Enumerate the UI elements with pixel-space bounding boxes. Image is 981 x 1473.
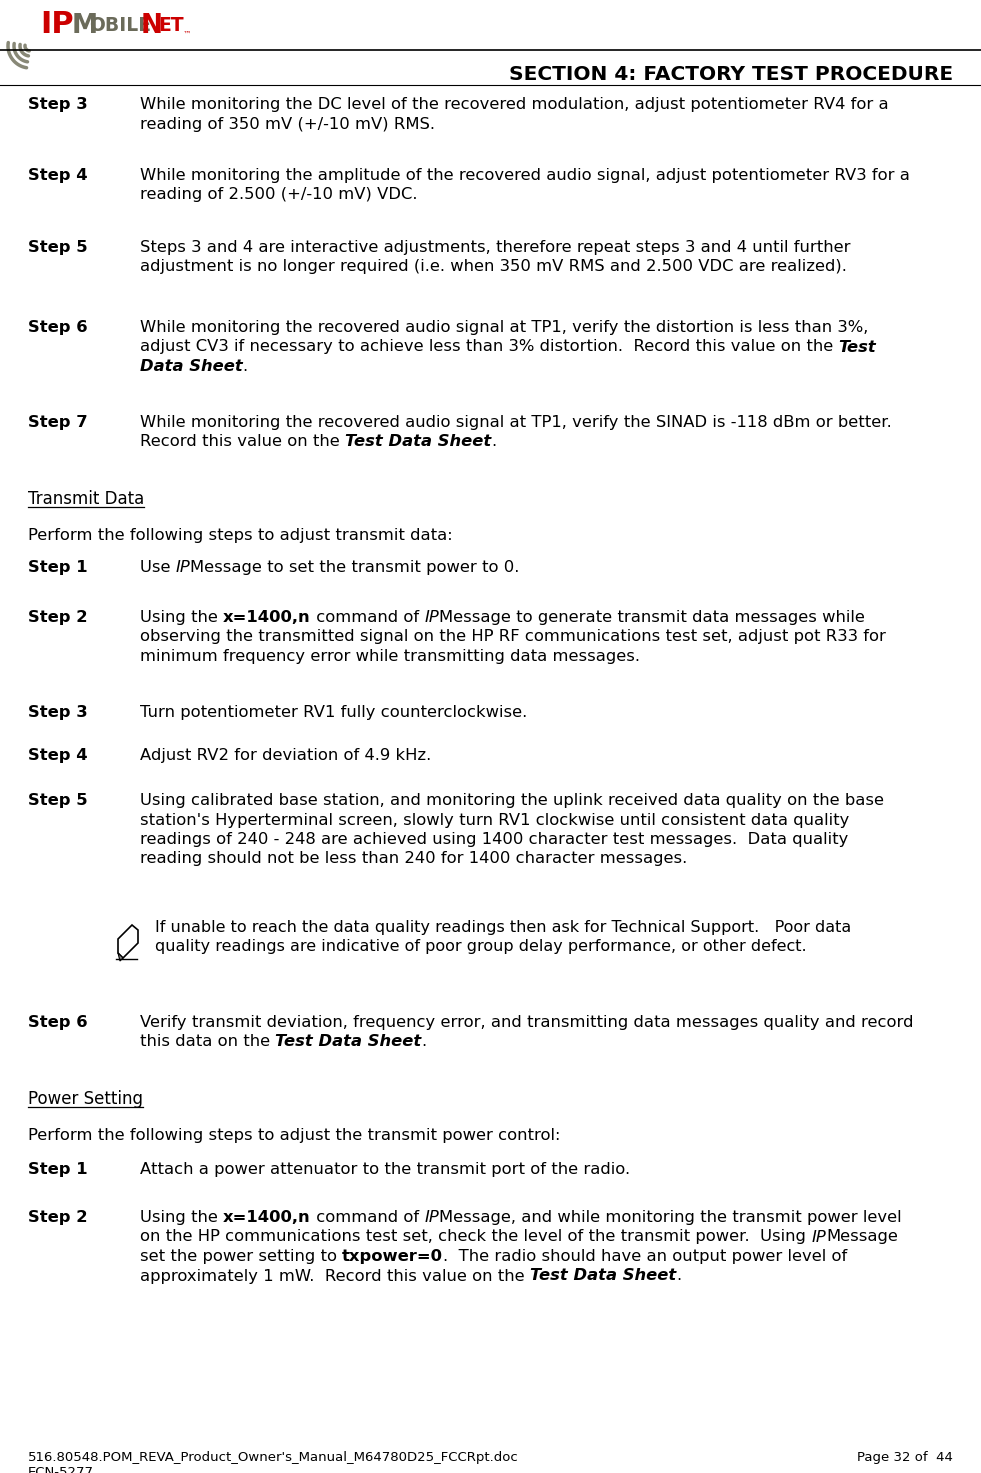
Text: Message: Message bbox=[826, 1230, 898, 1245]
Text: Step 4: Step 4 bbox=[28, 168, 87, 183]
Text: this data on the: this data on the bbox=[140, 1034, 276, 1049]
Text: Test Data Sheet: Test Data Sheet bbox=[530, 1268, 676, 1283]
Text: Step 2: Step 2 bbox=[28, 610, 87, 625]
Text: Step 5: Step 5 bbox=[28, 240, 87, 255]
Text: Use: Use bbox=[140, 560, 176, 574]
Text: Perform the following steps to adjust the transmit power control:: Perform the following steps to adjust th… bbox=[28, 1128, 560, 1143]
Text: reading should not be less than 240 for 1400 character messages.: reading should not be less than 240 for … bbox=[140, 851, 688, 866]
Text: Using the: Using the bbox=[140, 1209, 223, 1226]
Text: Attach a power attenuator to the transmit port of the radio.: Attach a power attenuator to the transmi… bbox=[140, 1162, 630, 1177]
Text: ET: ET bbox=[158, 16, 183, 35]
Text: IP: IP bbox=[40, 10, 74, 38]
Text: N: N bbox=[141, 13, 163, 38]
Text: Page 32 of  44: Page 32 of 44 bbox=[857, 1451, 953, 1464]
Text: .  The radio should have an output power level of: . The radio should have an output power … bbox=[443, 1249, 848, 1264]
Text: reading of 2.500 (+/-10 mV) VDC.: reading of 2.500 (+/-10 mV) VDC. bbox=[140, 187, 418, 202]
Text: command of: command of bbox=[311, 610, 424, 625]
Text: Step 6: Step 6 bbox=[28, 320, 87, 334]
Text: .: . bbox=[491, 435, 496, 449]
Text: IP: IP bbox=[811, 1230, 826, 1245]
Text: minimum frequency error while transmitting data messages.: minimum frequency error while transmitti… bbox=[140, 650, 640, 664]
Text: on the HP communications test set, check the level of the transmit power.  Using: on the HP communications test set, check… bbox=[140, 1230, 811, 1245]
Text: While monitoring the amplitude of the recovered audio signal, adjust potentiomet: While monitoring the amplitude of the re… bbox=[140, 168, 909, 183]
Text: x=1400,n: x=1400,n bbox=[223, 610, 311, 625]
Text: x=1400,n: x=1400,n bbox=[223, 1209, 311, 1226]
Text: txpower=0: txpower=0 bbox=[342, 1249, 443, 1264]
Text: Message to generate transmit data messages while: Message to generate transmit data messag… bbox=[439, 610, 864, 625]
Text: Data Sheet: Data Sheet bbox=[140, 359, 242, 374]
Text: Record this value on the: Record this value on the bbox=[140, 435, 345, 449]
Text: set the power setting to: set the power setting to bbox=[140, 1249, 342, 1264]
Text: Step 4: Step 4 bbox=[28, 748, 87, 763]
Text: station's Hyperterminal screen, slowly turn RV1 clockwise until consistent data : station's Hyperterminal screen, slowly t… bbox=[140, 813, 850, 828]
Text: .: . bbox=[242, 359, 248, 374]
Text: Test: Test bbox=[839, 339, 876, 355]
Text: IP: IP bbox=[424, 1209, 439, 1226]
Text: While monitoring the DC level of the recovered modulation, adjust potentiometer : While monitoring the DC level of the rec… bbox=[140, 97, 889, 112]
Text: command of: command of bbox=[311, 1209, 424, 1226]
Text: Using calibrated base station, and monitoring the uplink received data quality o: Using calibrated base station, and monit… bbox=[140, 792, 884, 809]
Text: OBILE: OBILE bbox=[89, 16, 151, 35]
Text: reading of 350 mV (+/-10 mV) RMS.: reading of 350 mV (+/-10 mV) RMS. bbox=[140, 116, 435, 131]
Text: Steps 3 and 4 are interactive adjustments, therefore repeat steps 3 and 4 until : Steps 3 and 4 are interactive adjustment… bbox=[140, 240, 851, 255]
Text: Message, and while monitoring the transmit power level: Message, and while monitoring the transm… bbox=[439, 1209, 902, 1226]
Text: SECTION 4: FACTORY TEST PROCEDURE: SECTION 4: FACTORY TEST PROCEDURE bbox=[509, 65, 953, 84]
Text: Using the: Using the bbox=[140, 610, 223, 625]
Text: readings of 240 - 248 are achieved using 1400 character test messages.  Data qua: readings of 240 - 248 are achieved using… bbox=[140, 832, 849, 847]
Text: Step 3: Step 3 bbox=[28, 97, 87, 112]
Text: Verify transmit deviation, frequency error, and transmitting data messages quali: Verify transmit deviation, frequency err… bbox=[140, 1015, 913, 1030]
Text: IP: IP bbox=[424, 610, 439, 625]
Text: Power Setting: Power Setting bbox=[28, 1090, 143, 1108]
Text: If unable to reach the data quality readings then ask for Technical Support.   P: If unable to reach the data quality read… bbox=[155, 921, 852, 935]
Text: M: M bbox=[72, 13, 98, 38]
Text: observing the transmitted signal on the HP RF communications test set, adjust po: observing the transmitted signal on the … bbox=[140, 629, 886, 645]
Text: ECN-5277: ECN-5277 bbox=[28, 1466, 94, 1473]
Text: IP: IP bbox=[176, 560, 190, 574]
Text: quality readings are indicative of poor group delay performance, or other defect: quality readings are indicative of poor … bbox=[155, 940, 806, 955]
Text: Transmit Data: Transmit Data bbox=[28, 491, 144, 508]
Text: 516.80548.POM_REVA_Product_Owner's_Manual_M64780D25_FCCRpt.doc: 516.80548.POM_REVA_Product_Owner's_Manua… bbox=[28, 1451, 519, 1464]
Text: Step 1: Step 1 bbox=[28, 560, 87, 574]
Text: Step 2: Step 2 bbox=[28, 1209, 87, 1226]
Text: Perform the following steps to adjust transmit data:: Perform the following steps to adjust tr… bbox=[28, 527, 452, 544]
Text: Adjust RV2 for deviation of 4.9 kHz.: Adjust RV2 for deviation of 4.9 kHz. bbox=[140, 748, 432, 763]
Text: adjustment is no longer required (i.e. when 350 mV RMS and 2.500 VDC are realize: adjustment is no longer required (i.e. w… bbox=[140, 259, 847, 274]
Text: ™: ™ bbox=[183, 29, 191, 38]
Text: While monitoring the recovered audio signal at TP1, verify the distortion is les: While monitoring the recovered audio sig… bbox=[140, 320, 868, 334]
Text: .: . bbox=[676, 1268, 681, 1283]
Text: Step 1: Step 1 bbox=[28, 1162, 87, 1177]
Polygon shape bbox=[118, 953, 123, 960]
Text: .: . bbox=[422, 1034, 427, 1049]
Text: Step 7: Step 7 bbox=[28, 415, 87, 430]
Text: Message to set the transmit power to 0.: Message to set the transmit power to 0. bbox=[190, 560, 520, 574]
Text: Step 6: Step 6 bbox=[28, 1015, 87, 1030]
Text: Step 5: Step 5 bbox=[28, 792, 87, 809]
Text: Test Data Sheet: Test Data Sheet bbox=[276, 1034, 422, 1049]
Polygon shape bbox=[118, 925, 138, 957]
Text: adjust CV3 if necessary to achieve less than 3% distortion.  Record this value o: adjust CV3 if necessary to achieve less … bbox=[140, 339, 839, 355]
Text: While monitoring the recovered audio signal at TP1, verify the SINAD is -118 dBm: While monitoring the recovered audio sig… bbox=[140, 415, 892, 430]
Text: approximately 1 mW.  Record this value on the: approximately 1 mW. Record this value on… bbox=[140, 1268, 530, 1283]
Text: Step 3: Step 3 bbox=[28, 706, 87, 720]
Text: Test Data Sheet: Test Data Sheet bbox=[345, 435, 491, 449]
Text: Turn potentiometer RV1 fully counterclockwise.: Turn potentiometer RV1 fully countercloc… bbox=[140, 706, 527, 720]
